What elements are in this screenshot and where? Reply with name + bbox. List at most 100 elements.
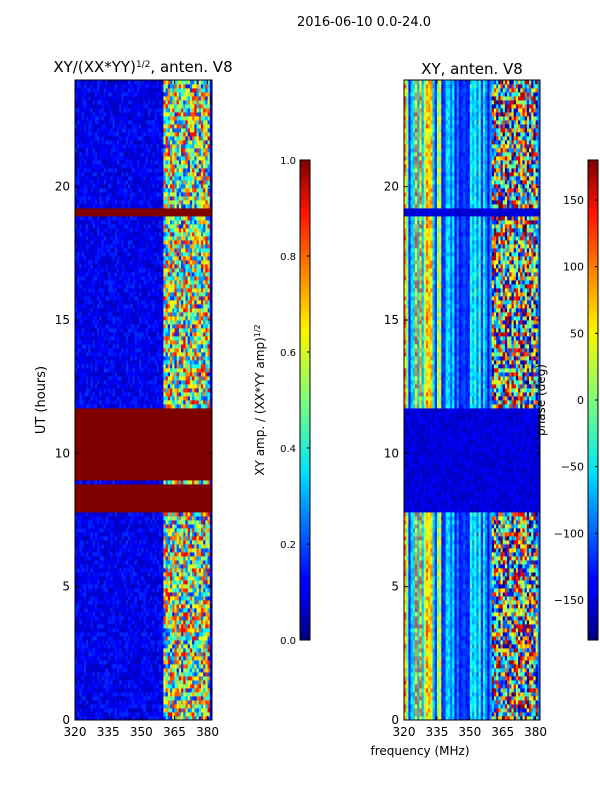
heatmap-cell (94, 692, 98, 697)
heatmap-cell (88, 704, 91, 709)
heatmap-cell (192, 696, 195, 701)
heatmap-cell (209, 712, 213, 717)
heatmap-cell (125, 692, 129, 697)
heatmap-cell (152, 704, 155, 709)
heatmap-cell (86, 704, 89, 709)
heatmap-cell (119, 700, 122, 705)
heatmap-cell (136, 708, 140, 713)
heatmap-cell (176, 696, 180, 701)
heatmap-cell (161, 700, 164, 705)
heatmap-cell (114, 696, 118, 701)
heatmap-cell (194, 704, 197, 709)
heatmap-cell (99, 708, 102, 713)
heatmap-cell (163, 704, 166, 709)
heatmap-cell (112, 688, 116, 693)
heatmap-cell (170, 692, 173, 697)
heatmap-cell (103, 692, 107, 697)
heatmap-cell (101, 704, 105, 709)
heatmap-cell (83, 688, 87, 693)
heatmap-cell (99, 712, 102, 717)
heatmap-cell (161, 696, 164, 701)
heatmap-cell (79, 696, 83, 701)
heatmap-cell (172, 700, 175, 705)
heatmap-cell (198, 704, 202, 709)
heatmap-cell (203, 692, 206, 697)
heatmap-cell (136, 700, 140, 705)
heatmap-cell (158, 716, 162, 721)
heatmap-cell (108, 712, 111, 717)
heatmap-cell (178, 708, 182, 713)
heatmap-cell (183, 696, 186, 701)
heatmap-cell (90, 696, 94, 701)
heatmap-cell (92, 712, 96, 717)
heatmap-cell (92, 700, 96, 705)
heatmap-cell (110, 700, 113, 705)
heatmap-cell (194, 708, 197, 713)
heatmap-cell (134, 716, 138, 721)
heatmap-cell (92, 688, 96, 693)
amplitude-title-suffix: , anten. V8 (150, 58, 232, 76)
heatmap-cell (128, 696, 131, 701)
heatmap-cell (79, 688, 83, 693)
heatmap-cell (189, 696, 193, 701)
heatmap-cell (150, 716, 153, 721)
heatmap-cell (196, 700, 200, 705)
heatmap-cell (141, 712, 144, 717)
heatmap-cell (209, 696, 213, 701)
heatmap-cell (185, 700, 189, 705)
heatmap-cell (86, 700, 89, 705)
heatmap-cell (170, 708, 173, 713)
heatmap-cell (101, 688, 105, 693)
heatmap-cell (75, 692, 78, 697)
heatmap-cell (134, 692, 138, 697)
heatmap-cell (181, 712, 184, 717)
heatmap-cell (178, 692, 182, 697)
heatmap-cell (187, 712, 191, 717)
figure-suptitle: 2016-06-10 0.0-24.0 (297, 15, 431, 30)
heatmap-cell (194, 700, 197, 705)
heatmap-cell (97, 716, 100, 721)
heatmap-cell (207, 704, 211, 709)
heatmap-cell (139, 692, 142, 697)
amplitude-title: XY/(XX*YY)1/2, anten. V8 (53, 58, 232, 76)
heatmap-cell (119, 688, 122, 693)
heatmap-cell (163, 712, 166, 717)
heatmap-cell (203, 712, 206, 717)
heatmap-cell (79, 700, 83, 705)
heatmap-cell (150, 708, 153, 713)
heatmap-cell (150, 692, 153, 697)
heatmap-cell (94, 700, 98, 705)
heatmap-cell (187, 700, 191, 705)
heatmap-cell (183, 708, 186, 713)
heatmap-cell (112, 696, 116, 701)
heatmap-cell (145, 708, 149, 713)
heatmap-cell (141, 716, 144, 721)
heatmap-cell (86, 688, 89, 693)
heatmap-cell (141, 708, 144, 713)
heatmap-cell (198, 692, 202, 697)
heatmap-cell (130, 688, 133, 693)
heatmap-cell (116, 704, 120, 709)
heatmap-cell (185, 708, 189, 713)
heatmap-cell (103, 712, 107, 717)
heatmap-cell (178, 696, 182, 701)
heatmap-cell (194, 712, 197, 717)
heatmap-cell (185, 716, 189, 721)
heatmap-cell (165, 704, 169, 709)
heatmap-cell (75, 716, 78, 721)
heatmap-cell (116, 692, 120, 697)
heatmap-cell (143, 716, 147, 721)
heatmap-cell (205, 696, 208, 701)
heatmap-cell (90, 688, 94, 693)
heatmap-cell (152, 696, 155, 701)
heatmap-cell (77, 712, 80, 717)
heatmap-cell (189, 692, 193, 697)
heatmap-cell (147, 716, 151, 721)
heatmap-cell (176, 704, 180, 709)
heatmap-cell (200, 712, 204, 717)
heatmap-cell (141, 692, 144, 697)
heatmap-cell (108, 700, 111, 705)
heatmap-cell (110, 708, 113, 713)
heatmap-cell (105, 688, 109, 693)
